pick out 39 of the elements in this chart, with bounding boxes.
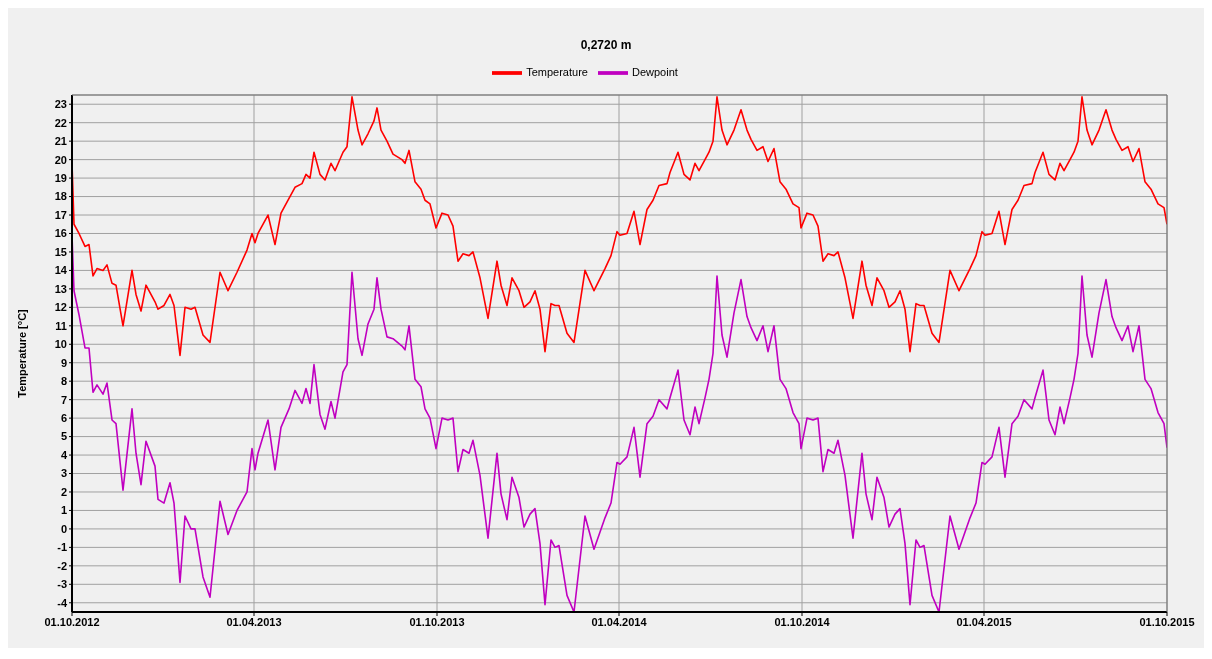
y-tick-label: 17	[54, 208, 67, 221]
x-tick-label: 01.10.2012	[44, 615, 100, 628]
y-tick-label: -4	[57, 596, 68, 609]
y-tick-label: 8	[60, 375, 67, 388]
x-tick-label: 01.10.2015	[1139, 615, 1195, 628]
y-tick-label: 10	[54, 338, 67, 351]
x-tick-label: 01.10.2013	[409, 615, 465, 628]
y-tick-label: 15	[54, 245, 67, 258]
y-tick-label: 20	[54, 153, 67, 166]
y-tick-label: 6	[60, 412, 67, 425]
legend-label: Dewpoint	[631, 65, 678, 78]
chart-title: 0,2720 m	[579, 37, 633, 54]
x-tick-label: 01.10.2014	[774, 615, 831, 628]
y-tick-label: 7	[60, 393, 67, 406]
y-tick-label: 18	[54, 190, 67, 203]
y-tick-label: 16	[54, 227, 67, 240]
y-tick-label: 21	[54, 135, 67, 148]
y-tick-label: 23	[54, 98, 67, 111]
x-tick-label: 01.04.2013	[226, 615, 282, 628]
x-tick-label: 01.04.2014	[591, 615, 648, 628]
y-tick-label: -1	[57, 541, 67, 554]
y-tick-label: -2	[57, 559, 67, 572]
y-tick-label: 0	[60, 522, 67, 535]
y-tick-label: 11	[55, 319, 67, 332]
y-tick-label: 19	[54, 171, 67, 184]
y-tick-label: 5	[60, 430, 67, 443]
y-axis-title: Temperature [°C]	[15, 308, 28, 398]
y-tick-label: 2	[60, 485, 67, 498]
legend-label: Temperature	[526, 65, 588, 78]
y-tick-label: 1	[60, 504, 67, 517]
y-tick-label: 14	[54, 264, 68, 277]
y-tick-label: 13	[54, 282, 67, 295]
y-tick-label: 4	[60, 448, 68, 461]
y-tick-label: -3	[57, 578, 67, 591]
y-tick-label: 22	[54, 116, 67, 129]
y-tick-label: 12	[54, 301, 67, 314]
y-tick-label: 3	[60, 467, 67, 480]
x-tick-label: 01.04.2015	[956, 615, 1012, 628]
y-tick-label: 9	[60, 356, 67, 369]
